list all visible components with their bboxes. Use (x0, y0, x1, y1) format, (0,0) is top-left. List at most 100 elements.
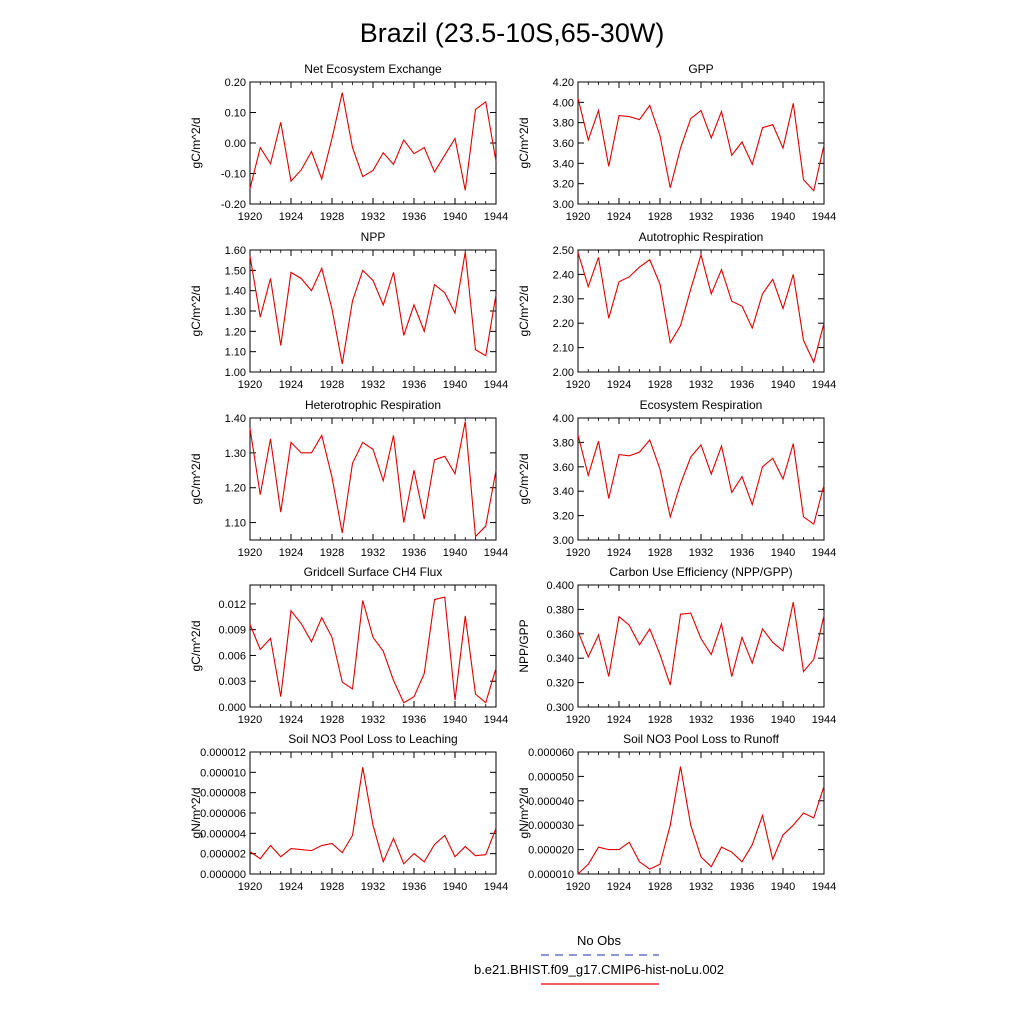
panel-8-frame (249, 751, 497, 875)
panel-1-frame (577, 81, 825, 205)
panel-3-ytick-label: 2.30 (553, 294, 574, 306)
panel-5-series-line (577, 434, 825, 526)
panel-4-xtick-label: 1932 (361, 547, 385, 559)
panel-8-xtick-label: 1928 (320, 881, 344, 893)
panel-3-xtick-label: 1936 (730, 379, 754, 391)
panel-2-xtick-label: 1924 (279, 379, 303, 391)
panel-3-series-line (577, 252, 825, 364)
panel-2-ytick-label: 1.20 (225, 326, 246, 338)
panel-4-xtick-label: 1924 (279, 547, 303, 559)
panel-9-ytick-label: 0.000040 (528, 796, 574, 808)
panel-5-xtick-label: 1932 (689, 547, 713, 559)
panel-2-series-line (249, 251, 497, 364)
panel-1-ytick-label: 3.40 (553, 158, 574, 170)
panels: Net Ecosystem Exchange 1920 1924 1928 1932 19… (189, 62, 836, 893)
panel-4-ytick-label: 1.40 (225, 413, 246, 425)
panel-4-ytick-label: 1.20 (225, 483, 246, 495)
panel-6-xtick-label: 1924 (279, 714, 303, 726)
panel-7-ytick-label: 0.360 (546, 629, 574, 641)
panel-6-series-line (249, 596, 497, 704)
panel-6-ytick-label: 0.006 (218, 650, 246, 662)
panel-9-title: Soil NO3 Pool Loss to Runoff (623, 732, 780, 746)
panel-2-title: NPP (361, 230, 386, 244)
panel-3-xtick-label: 1940 (771, 379, 795, 391)
panel-6-ytick-label: 0.009 (218, 625, 246, 637)
panel-3-frame (577, 249, 825, 373)
panel-0-xtick-label: 1924 (279, 211, 303, 223)
panel-7-title: Carbon Use Efficiency (NPP/GPP) (609, 565, 792, 579)
panel-9-xtick-label: 1920 (566, 881, 590, 893)
panel-0-ytick-label: 0.10 (225, 108, 246, 120)
panel-8-ytick-label: 0.000012 (200, 747, 246, 759)
panel-3-xtick-label: 1920 (566, 379, 590, 391)
legend-model-label: b.e21.BHIST.f09_g17.CMIP6-hist-noLu.002 (474, 962, 724, 977)
panel-0-xtick-label: 1940 (443, 211, 467, 223)
panel-9-xtick-label: 1932 (689, 881, 713, 893)
panel-7-frame (577, 584, 825, 708)
panel-1-xtick-label: 1924 (607, 211, 631, 223)
panel-0-xtick-label: 1920 (238, 211, 262, 223)
panel-6-ytick-label: 0.012 (218, 599, 246, 611)
panel-5-frame (577, 417, 825, 541)
panel-3-ytick-label: 2.00 (553, 367, 574, 379)
panel-0-xtick-label: 1944 (484, 211, 508, 223)
panel-5-xtick-label: 1920 (566, 547, 590, 559)
panel-9-xtick-label: 1936 (730, 881, 754, 893)
panel-7-ytick-label: 0.300 (546, 702, 574, 714)
panel-5-title: Ecosystem Respiration (640, 398, 763, 412)
panel-3-ylabel: gC/m^2/d (517, 286, 531, 337)
panel-1-series-line (577, 98, 825, 192)
panel-9-ytick-label: 0.000050 (528, 771, 574, 783)
panel-9-xtick-label: 1928 (648, 881, 672, 893)
panel-7-xtick-label: 1928 (648, 714, 672, 726)
panel-8-ytick-label: 0.000006 (200, 808, 246, 820)
panel-8-xtick-label: 1924 (279, 881, 303, 893)
panel-2-ylabel: gC/m^2/d (189, 286, 203, 337)
panel-4: Heterotrophic Respiration 1920 1924 1928 193… (189, 398, 508, 559)
panel-0-ytick-label: 0.00 (225, 138, 246, 150)
panel-7-xtick-label: 1944 (812, 714, 836, 726)
panel-2-ytick-label: 1.60 (225, 245, 246, 257)
panel-9-ytick-label: 0.000020 (528, 845, 574, 857)
panel-3-ytick-label: 2.10 (553, 343, 574, 355)
panel-8-xtick-label: 1936 (402, 881, 426, 893)
panel-0-ylabel: gC/m^2/d (189, 118, 203, 169)
panel-3: Autotrophic Respiration 1920 1924 1928 1932 1… (517, 230, 836, 391)
panel-9-ytick-label: 0.000030 (528, 820, 574, 832)
panel-4-ytick-label: 1.30 (225, 448, 246, 460)
panel-8-ylabel: gN/m^2/d (189, 788, 203, 839)
panel-9: Soil NO3 Pool Loss to Runoff 1920 1924 1928… (517, 732, 836, 893)
panel-9-ytick-label: 0.000010 (528, 869, 574, 881)
panel-1-ytick-label: 3.80 (553, 118, 574, 130)
panel-2-ytick-label: 1.10 (225, 347, 246, 359)
panel-4-title: Heterotrophic Respiration (305, 398, 441, 412)
legend-obs-label: No Obs (577, 933, 622, 948)
panel-4-xtick-label: 1944 (484, 547, 508, 559)
legend: No Obs b.e21.BHIST.f09_g17.CMIP6-hist-no… (474, 933, 724, 985)
panel-9-xtick-label: 1940 (771, 881, 795, 893)
panel-9-ytick-label: 0.000060 (528, 747, 574, 759)
panel-1-xtick-label: 1932 (689, 211, 713, 223)
panel-2-xtick-label: 1932 (361, 379, 385, 391)
panel-1-xtick-label: 1944 (812, 211, 836, 223)
panel-0-ytick-label: -0.20 (221, 199, 246, 211)
panel-7-xtick-label: 1936 (730, 714, 754, 726)
panel-1-xtick-label: 1936 (730, 211, 754, 223)
panel-6: Gridcell Surface CH4 Flux 1920 1924 1928 193… (189, 565, 508, 726)
panel-4-xtick-label: 1940 (443, 547, 467, 559)
panel-5-ytick-label: 3.60 (553, 462, 574, 474)
panel-2-ytick-label: 1.00 (225, 367, 246, 379)
panel-7-xtick-label: 1932 (689, 714, 713, 726)
panel-2-frame (249, 249, 497, 373)
panel-7-ytick-label: 0.400 (546, 580, 574, 592)
panel-4-frame (249, 417, 497, 541)
panel-7-xtick-label: 1920 (566, 714, 590, 726)
panel-7-ytick-label: 0.320 (546, 678, 574, 690)
panel-1-xtick-label: 1920 (566, 211, 590, 223)
panel-5-ylabel: gC/m^2/d (517, 454, 531, 505)
figure-title: Brazil (23.5-10S,65-30W) (360, 18, 665, 48)
panel-8-series-line (249, 767, 497, 865)
panel-0-series-line (249, 92, 497, 191)
panel-7: Carbon Use Efficiency (NPP/GPP) 1920 1924 1… (517, 565, 836, 726)
panel-8-ytick-label: 0.000004 (200, 828, 246, 840)
